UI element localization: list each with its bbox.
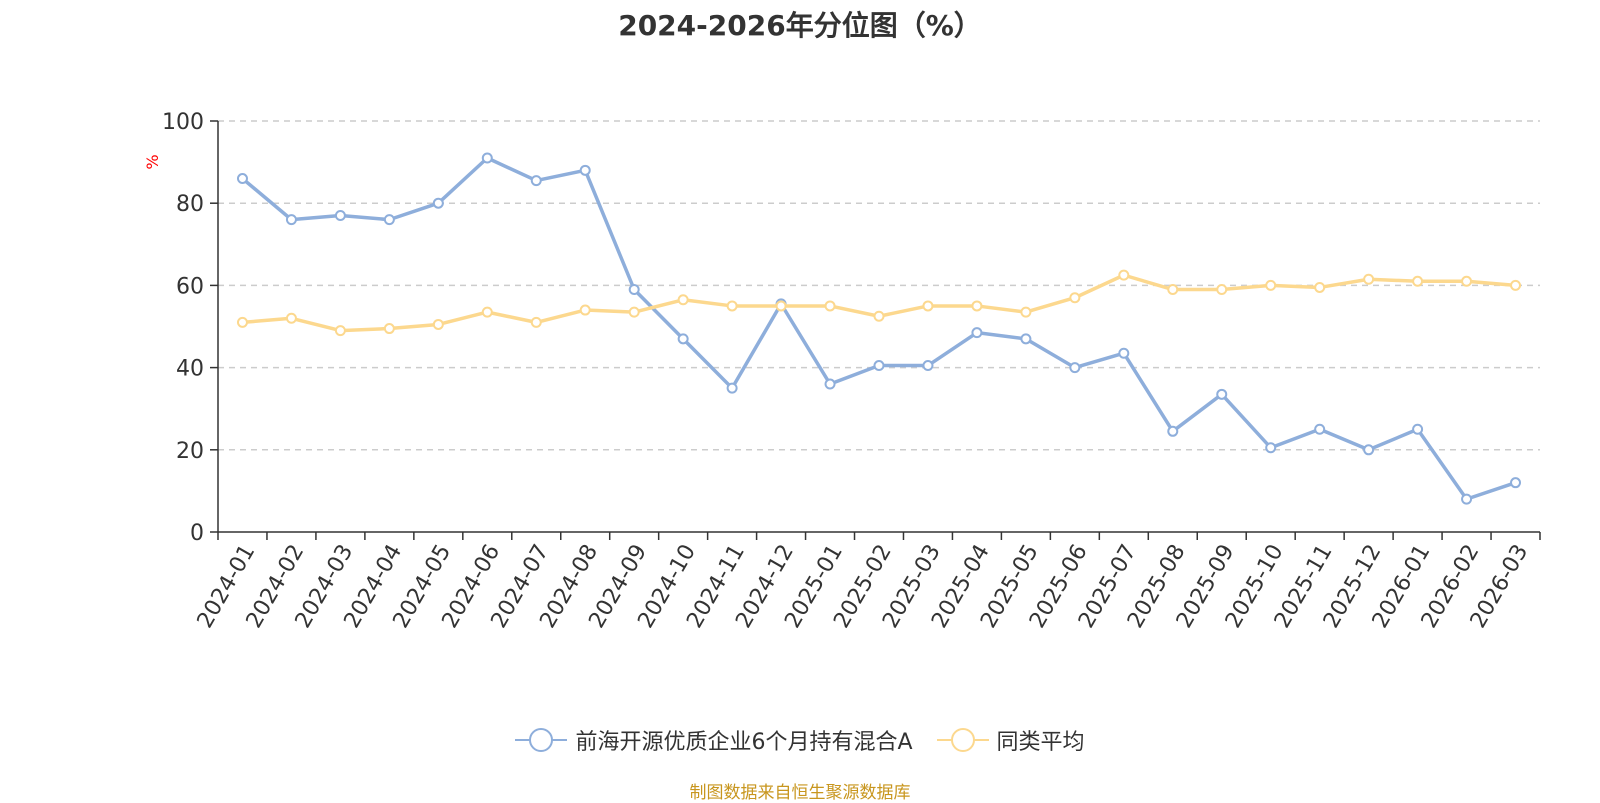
- data-point: [775, 300, 787, 312]
- data-point: [726, 300, 738, 312]
- data-point: [873, 310, 885, 322]
- y-tick-label: 60: [176, 274, 204, 299]
- series-1: [236, 269, 1522, 337]
- data-point: [285, 312, 297, 324]
- data-point: [530, 175, 542, 187]
- data-point: [481, 306, 493, 318]
- data-point: [1167, 425, 1179, 437]
- legend-item-fund[interactable]: 前海开源优质企业6个月持有混合A: [515, 724, 913, 756]
- data-point: [1069, 292, 1081, 304]
- legend-item-peer-average[interactable]: 同类平均: [936, 724, 1085, 756]
- series-group: [236, 152, 1522, 505]
- data-point: [1069, 362, 1081, 374]
- data-point: [1216, 284, 1228, 296]
- data-point: [1265, 279, 1277, 291]
- legend: 前海开源优质企业6个月持有混合A 同类平均: [0, 720, 1600, 760]
- data-point: [824, 378, 836, 390]
- y-tick-label: 0: [190, 521, 204, 546]
- data-point: [971, 300, 983, 312]
- data-point: [824, 300, 836, 312]
- y-tick-label: 20: [176, 439, 204, 464]
- data-point: [1167, 284, 1179, 296]
- data-point: [1412, 423, 1424, 435]
- data-point: [334, 210, 346, 222]
- data-point: [922, 360, 934, 372]
- data-point: [971, 327, 983, 339]
- data-point: [677, 294, 689, 306]
- data-point: [1314, 281, 1326, 293]
- data-point: [1216, 388, 1228, 400]
- data-point: [530, 316, 542, 328]
- data-point: [1510, 477, 1522, 489]
- y-axis-unit-label: %: [143, 154, 162, 169]
- legend-label-fund: 前海开源优质企业6个月持有混合A: [575, 730, 913, 755]
- data-point: [628, 284, 640, 296]
- data-point: [1363, 273, 1375, 285]
- data-point: [1461, 275, 1473, 287]
- line-chart: 0 20 40 60 80 100 2024-012024-022024-032024-0…: [143, 110, 1541, 632]
- data-point: [579, 304, 591, 316]
- x-axis-ticks: 2024-012024-022024-032024-042024-052024-…: [193, 532, 1541, 632]
- y-tick-label: 40: [176, 357, 204, 382]
- data-point: [1314, 423, 1326, 435]
- series-line: [241, 156, 1517, 501]
- legend-swatch-fund: [515, 728, 568, 752]
- data-point: [481, 152, 493, 164]
- data-point: [1363, 444, 1375, 456]
- data-point: [1510, 279, 1522, 291]
- data-point: [1265, 442, 1277, 454]
- data-point: [1461, 493, 1473, 505]
- series-0: [236, 152, 1522, 505]
- data-point: [1020, 306, 1032, 318]
- data-point: [1412, 275, 1424, 287]
- data-point: [1020, 333, 1032, 345]
- data-point: [285, 214, 297, 226]
- data-point: [677, 333, 689, 345]
- source-note: 制图数据来自恒生聚源数据库: [689, 783, 911, 803]
- data-point: [236, 316, 248, 328]
- data-point: [579, 164, 591, 176]
- data-point: [1118, 269, 1130, 281]
- y-axis-ticks: 0 20 40 60 80 100: [162, 110, 218, 546]
- data-point: [1118, 347, 1130, 359]
- axes: [217, 121, 1540, 533]
- chart-title: 2024-2026年分位图（%）: [618, 9, 982, 42]
- data-point: [922, 300, 934, 312]
- data-point: [334, 325, 346, 337]
- data-point: [726, 382, 738, 394]
- data-point: [432, 318, 444, 330]
- y-tick-label: 80: [176, 192, 204, 217]
- data-point: [236, 173, 248, 185]
- data-point: [383, 323, 395, 335]
- data-point: [383, 214, 395, 226]
- y-tick-label: 100: [162, 110, 204, 135]
- legend-swatch-peer-average: [936, 728, 989, 752]
- data-point: [873, 360, 885, 372]
- legend-label-peer-average: 同类平均: [996, 730, 1085, 755]
- data-point: [628, 306, 640, 318]
- data-point: [432, 197, 444, 209]
